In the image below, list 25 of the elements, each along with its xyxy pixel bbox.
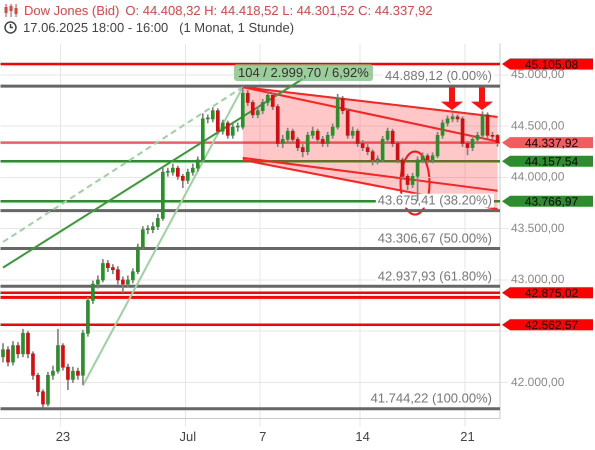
x-tick-label: 7 [259,428,266,444]
x-tick-label: 14 [355,428,370,444]
annotation: 43.306,67 (50.00%) [378,230,492,246]
ref-line-label: 44.157,54 [524,154,579,168]
y-tick-label: 44.000,00 [511,170,565,184]
ref-line-label: 45.105,08 [524,57,579,72]
ref-line-label: 43.766,97 [524,194,579,209]
x-tick-label: 23 [56,428,70,444]
annotation: 43.675,41 (38.20%) [378,192,492,208]
ref-line-label: 42.562,57 [524,318,579,332]
text: O: 44.408,32 H: 44.418,52 L: 44.301,52 C: 44.337,92 [125,3,433,18]
y-tick-label: 43.500,00 [511,220,565,235]
annotation: 41.744,22 (100.00%) [370,390,492,406]
chart-title: Dow Jones (Bid) [24,3,120,18]
x-tick-label: Jul [180,428,196,444]
ref-line-label: 44.337,92 [524,136,579,150]
y-tick-label: 44.500,00 [511,118,565,132]
ref-line-label: 42.875,02 [524,286,579,300]
y-tick-label: 43.000,00 [511,272,565,286]
x-tick-label: 21 [460,428,475,444]
annotation: 104 / 2.999,70 / 6,92% [234,64,373,81]
chart-subtitle: 17.06.2025 18:00 - 16:00 (1 Monat, 1 Stunde) [23,20,294,35]
annotation: 44.889,12 (0.00%) [385,68,492,84]
annotation: 42.937,93 (61.80%) [378,268,492,284]
y-tick-label: 42.000,00 [511,374,565,389]
